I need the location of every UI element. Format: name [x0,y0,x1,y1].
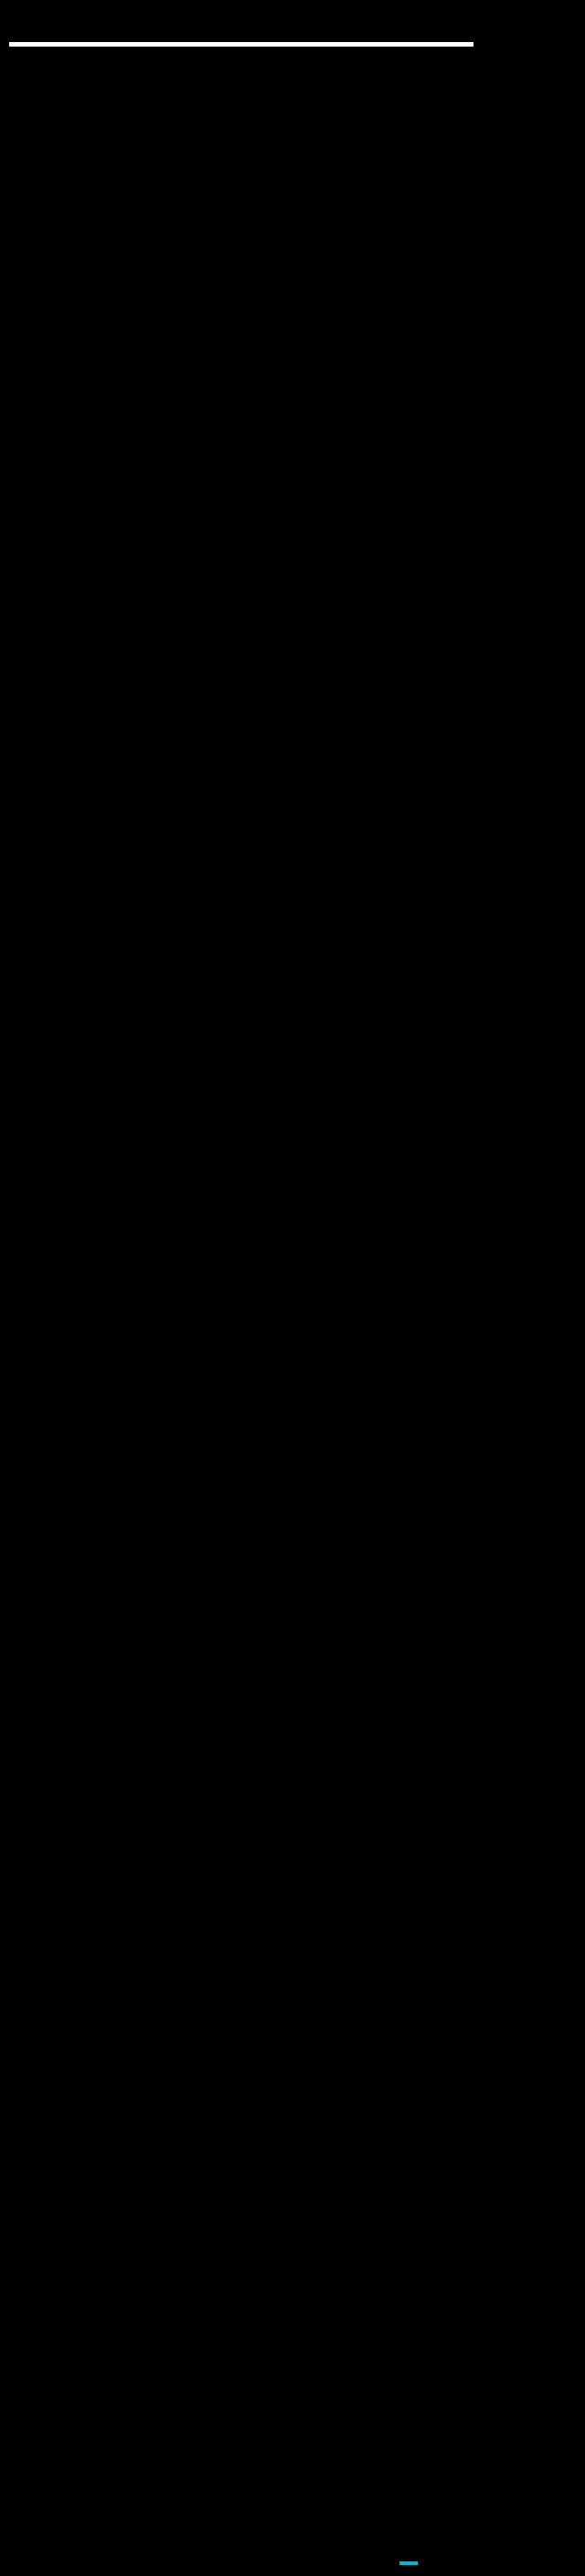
query-ruler [9,42,473,47]
legend [0,2556,585,2571]
legend-scale-sample [399,2561,418,2565]
